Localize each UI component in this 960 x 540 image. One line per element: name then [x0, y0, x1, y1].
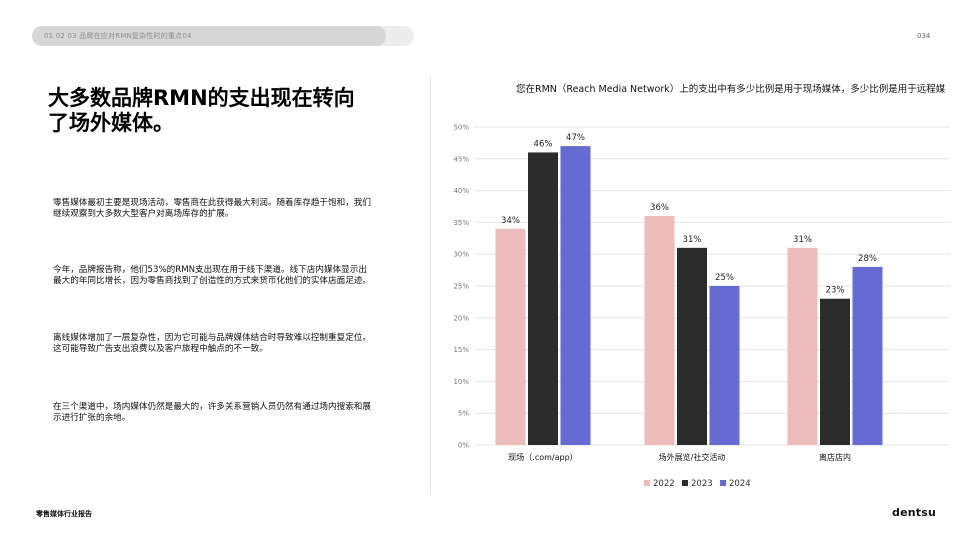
paragraph-1: 零售媒体最初主要是现场活动，零售商在此获得最大利润。随着库存趋于饱和，我们继续观… — [53, 198, 371, 219]
paragraph-2: 今年，品牌报告称，他们53%的RMN支出现在用于线下渠道。线下店内媒体显示出最大… — [53, 265, 371, 286]
y-tick-label: 40% — [453, 187, 469, 195]
data-label: 23% — [826, 286, 845, 296]
category-label: 现场（.com/app） — [508, 453, 577, 462]
bar-2023 — [677, 247, 707, 445]
data-label: 47% — [566, 133, 585, 143]
data-label: 34% — [501, 216, 520, 226]
report-name: 零售媒体行业报告 — [36, 510, 92, 518]
legend-swatch — [720, 480, 726, 486]
page-number: 034 — [917, 32, 931, 40]
paragraph-3: 离线媒体增加了一层复杂性，因为它可能与品牌媒体结合时导致难以控制重复定位。这可能… — [53, 333, 371, 354]
bar-chart: 0% 5% 10% 15% 20% 25% 30% 35% 40% 45% 50% 34% 46% 47… — [453, 124, 950, 489]
bar-2024 — [852, 266, 883, 445]
chart-title: 您在RMN（Reach Media Network）上的支出中有多少比例是用于现… — [516, 84, 946, 95]
data-label: 31% — [793, 235, 812, 245]
breadcrumb-progress — [32, 26, 386, 46]
y-tick-label: 25% — [453, 283, 469, 291]
legend-label: 2024 — [729, 479, 751, 489]
y-tick-label: 15% — [453, 346, 469, 354]
dentsu-logo: dentsu — [892, 506, 937, 519]
category-label: 场外展览/社交活动 — [659, 452, 726, 462]
y-tick-label: 35% — [453, 219, 469, 227]
bar-2023 — [820, 298, 850, 445]
column-divider — [430, 76, 431, 494]
data-label: 25% — [715, 273, 734, 283]
data-label: 46% — [534, 139, 553, 149]
paragraph-4: 在三个渠道中，场内媒体仍然是最大的，许多关系营销人员仍然有通过场内搜索和展示进行… — [53, 402, 371, 423]
bar-2022 — [644, 216, 675, 445]
y-tick-label: 0% — [458, 442, 469, 450]
y-tick-label: 45% — [453, 155, 469, 163]
y-tick-label: 30% — [453, 251, 469, 259]
y-tick-label: 20% — [453, 314, 469, 322]
data-label: 36% — [650, 203, 669, 213]
chart-legend: 2022 2023 2024 — [644, 479, 751, 489]
page-title: 大多数品牌RMN的支出现在转向了场外媒体。 — [48, 86, 355, 135]
legend-swatch — [682, 480, 688, 486]
chart-data-labels: 34% 46% 47% 36% 31% 25% 31% 23% 28% — [501, 133, 877, 296]
y-tick-label: 10% — [453, 378, 469, 386]
chart-category-labels: 现场（.com/app） 场外展览/社交活动 离店店内 — [508, 452, 851, 462]
y-tick-label: 5% — [458, 410, 469, 418]
chart-bars — [495, 146, 883, 445]
legend-label: 2023 — [691, 479, 713, 489]
bar-2024 — [560, 146, 591, 445]
legend-swatch — [644, 480, 650, 486]
legend-label: 2022 — [653, 479, 675, 489]
breadcrumb[interactable]: 01 02 03 品牌在应对RMN复杂性时的重点04 — [44, 32, 192, 40]
data-label: 28% — [858, 254, 877, 264]
category-label: 离店店内 — [819, 452, 851, 462]
bar-2023 — [528, 152, 558, 445]
data-label: 31% — [683, 235, 702, 245]
bar-2022 — [787, 247, 818, 445]
y-tick-label: 50% — [453, 124, 469, 132]
bar-2024 — [709, 286, 740, 445]
bar-2022 — [495, 228, 526, 445]
